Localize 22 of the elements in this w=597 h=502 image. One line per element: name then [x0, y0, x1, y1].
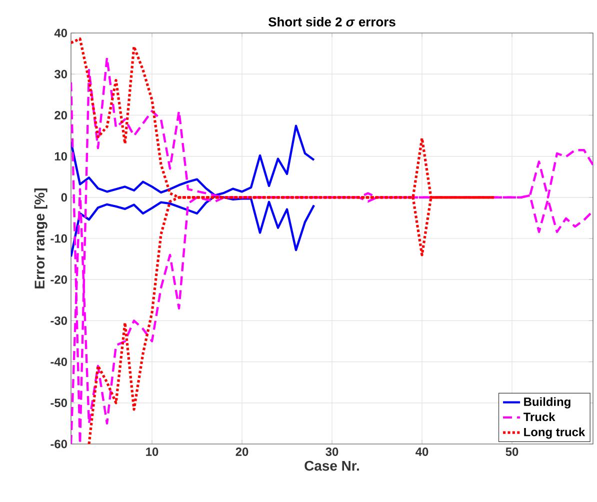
y-tick-label: 40: [54, 28, 67, 38]
x-tick-label: 30: [326, 448, 338, 456]
chart-title: Short side 2 σ errors: [268, 16, 396, 26]
x-tick-label: 10: [146, 448, 158, 456]
y-tick-label: -60: [50, 440, 67, 448]
x-axis-title: Case Nr.: [304, 460, 359, 471]
legend-label: Building: [524, 397, 570, 408]
y-tick-label: -40: [50, 358, 67, 366]
y-tick-label: -10: [50, 234, 67, 243]
x-tick-label: 40: [416, 448, 428, 456]
y-tick-label: -20: [50, 275, 67, 284]
y-tick-label: 20: [54, 110, 67, 120]
y-tick-label: -50: [50, 398, 67, 408]
x-tick-label: 20: [236, 448, 248, 456]
y-axis-title: Error range [%]: [34, 188, 48, 288]
legend-label: Long truck: [524, 428, 586, 439]
y-tick-label: 30: [54, 70, 67, 78]
legend-label: Truck: [523, 412, 556, 422]
y-tick-label: 0: [61, 193, 67, 202]
x-tick-label: 50: [506, 448, 518, 456]
y-tick-label: -30: [50, 316, 67, 325]
y-tick-label: 10: [54, 152, 67, 161]
